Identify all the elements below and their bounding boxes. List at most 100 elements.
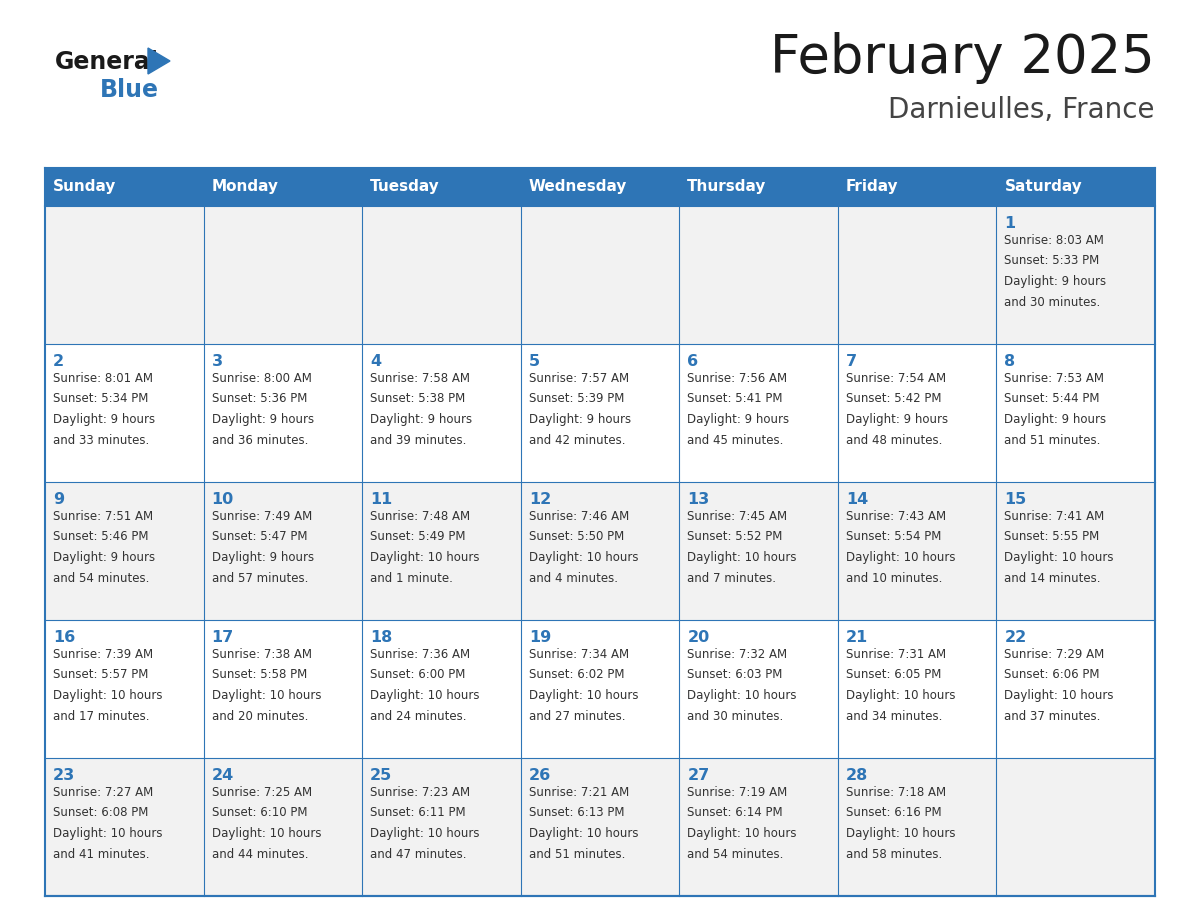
Text: and 45 minutes.: and 45 minutes. bbox=[688, 433, 784, 446]
Text: Sunset: 5:36 PM: Sunset: 5:36 PM bbox=[211, 393, 307, 406]
Text: Sunset: 6:14 PM: Sunset: 6:14 PM bbox=[688, 807, 783, 820]
Text: Sunset: 5:50 PM: Sunset: 5:50 PM bbox=[529, 531, 624, 543]
Text: Sunrise: 7:48 AM: Sunrise: 7:48 AM bbox=[371, 510, 470, 523]
Text: Blue: Blue bbox=[100, 78, 159, 102]
Text: Sunrise: 7:53 AM: Sunrise: 7:53 AM bbox=[1004, 372, 1105, 385]
Text: Sunrise: 7:32 AM: Sunrise: 7:32 AM bbox=[688, 648, 788, 661]
Text: 15: 15 bbox=[1004, 492, 1026, 507]
Text: Sunset: 5:47 PM: Sunset: 5:47 PM bbox=[211, 531, 307, 543]
Text: 13: 13 bbox=[688, 492, 709, 507]
Text: and 30 minutes.: and 30 minutes. bbox=[1004, 296, 1100, 308]
Text: Daylight: 10 hours: Daylight: 10 hours bbox=[1004, 551, 1114, 564]
Text: Sunset: 5:54 PM: Sunset: 5:54 PM bbox=[846, 531, 941, 543]
Text: Daylight: 10 hours: Daylight: 10 hours bbox=[211, 689, 321, 702]
Text: Sunset: 5:44 PM: Sunset: 5:44 PM bbox=[1004, 393, 1100, 406]
Text: Sunset: 6:05 PM: Sunset: 6:05 PM bbox=[846, 668, 941, 681]
Text: and 4 minutes.: and 4 minutes. bbox=[529, 572, 618, 585]
Text: 2: 2 bbox=[53, 354, 64, 369]
Text: Daylight: 9 hours: Daylight: 9 hours bbox=[211, 551, 314, 564]
Text: and 10 minutes.: and 10 minutes. bbox=[846, 572, 942, 585]
Text: February 2025: February 2025 bbox=[770, 32, 1155, 84]
Text: Sunrise: 8:00 AM: Sunrise: 8:00 AM bbox=[211, 372, 311, 385]
Text: 22: 22 bbox=[1004, 630, 1026, 645]
Text: Daylight: 9 hours: Daylight: 9 hours bbox=[53, 413, 156, 426]
Text: Sunset: 5:58 PM: Sunset: 5:58 PM bbox=[211, 668, 307, 681]
Text: Sunset: 6:06 PM: Sunset: 6:06 PM bbox=[1004, 668, 1100, 681]
Text: Daylight: 9 hours: Daylight: 9 hours bbox=[53, 551, 156, 564]
Text: Sunrise: 7:39 AM: Sunrise: 7:39 AM bbox=[53, 648, 153, 661]
Text: 19: 19 bbox=[529, 630, 551, 645]
Text: Sunset: 6:00 PM: Sunset: 6:00 PM bbox=[371, 668, 466, 681]
Text: and 44 minutes.: and 44 minutes. bbox=[211, 847, 308, 860]
Text: and 57 minutes.: and 57 minutes. bbox=[211, 572, 308, 585]
Text: Daylight: 10 hours: Daylight: 10 hours bbox=[846, 827, 955, 840]
Text: 25: 25 bbox=[371, 768, 392, 783]
Text: and 54 minutes.: and 54 minutes. bbox=[53, 572, 150, 585]
Bar bbox=[997, 168, 1155, 206]
Text: and 20 minutes.: and 20 minutes. bbox=[211, 710, 308, 722]
Text: and 48 minutes.: and 48 minutes. bbox=[846, 433, 942, 446]
Text: Sunset: 5:55 PM: Sunset: 5:55 PM bbox=[1004, 531, 1100, 543]
Text: Sunrise: 8:03 AM: Sunrise: 8:03 AM bbox=[1004, 234, 1105, 247]
Text: Sunrise: 7:38 AM: Sunrise: 7:38 AM bbox=[211, 648, 311, 661]
Text: and 42 minutes.: and 42 minutes. bbox=[529, 433, 625, 446]
Text: Sunset: 5:38 PM: Sunset: 5:38 PM bbox=[371, 393, 466, 406]
Text: Daylight: 9 hours: Daylight: 9 hours bbox=[371, 413, 473, 426]
Text: Sunset: 5:39 PM: Sunset: 5:39 PM bbox=[529, 393, 624, 406]
Text: 23: 23 bbox=[53, 768, 75, 783]
Text: Sunrise: 8:01 AM: Sunrise: 8:01 AM bbox=[53, 372, 153, 385]
Text: Sunset: 5:42 PM: Sunset: 5:42 PM bbox=[846, 393, 941, 406]
Text: 1: 1 bbox=[1004, 216, 1016, 231]
Text: Darnieulles, France: Darnieulles, France bbox=[889, 96, 1155, 124]
Text: Sunset: 5:33 PM: Sunset: 5:33 PM bbox=[1004, 254, 1100, 267]
Text: Sunset: 6:08 PM: Sunset: 6:08 PM bbox=[53, 807, 148, 820]
Text: Sunset: 5:46 PM: Sunset: 5:46 PM bbox=[53, 531, 148, 543]
Text: Daylight: 10 hours: Daylight: 10 hours bbox=[53, 689, 163, 702]
Text: Sunrise: 7:18 AM: Sunrise: 7:18 AM bbox=[846, 786, 946, 799]
Text: Sunrise: 7:46 AM: Sunrise: 7:46 AM bbox=[529, 510, 628, 523]
Text: 21: 21 bbox=[846, 630, 868, 645]
Text: and 34 minutes.: and 34 minutes. bbox=[846, 710, 942, 722]
Text: Wednesday: Wednesday bbox=[529, 180, 627, 195]
Text: Sunrise: 7:34 AM: Sunrise: 7:34 AM bbox=[529, 648, 628, 661]
Text: Sunrise: 7:58 AM: Sunrise: 7:58 AM bbox=[371, 372, 470, 385]
Bar bbox=[45, 620, 1155, 758]
Text: 20: 20 bbox=[688, 630, 709, 645]
Text: 26: 26 bbox=[529, 768, 551, 783]
Text: and 30 minutes.: and 30 minutes. bbox=[688, 710, 784, 722]
Text: 14: 14 bbox=[846, 492, 868, 507]
Text: Daylight: 9 hours: Daylight: 9 hours bbox=[529, 413, 631, 426]
Text: Sunset: 6:03 PM: Sunset: 6:03 PM bbox=[688, 668, 783, 681]
Text: 24: 24 bbox=[211, 768, 234, 783]
Text: Sunrise: 7:51 AM: Sunrise: 7:51 AM bbox=[53, 510, 153, 523]
Text: Sunrise: 7:31 AM: Sunrise: 7:31 AM bbox=[846, 648, 946, 661]
Text: Daylight: 10 hours: Daylight: 10 hours bbox=[529, 551, 638, 564]
Text: Sunrise: 7:29 AM: Sunrise: 7:29 AM bbox=[1004, 648, 1105, 661]
Text: Sunset: 6:11 PM: Sunset: 6:11 PM bbox=[371, 807, 466, 820]
Text: Daylight: 10 hours: Daylight: 10 hours bbox=[529, 689, 638, 702]
Text: Daylight: 9 hours: Daylight: 9 hours bbox=[211, 413, 314, 426]
Bar bbox=[45, 758, 1155, 896]
Text: Daylight: 9 hours: Daylight: 9 hours bbox=[688, 413, 789, 426]
Text: and 36 minutes.: and 36 minutes. bbox=[211, 433, 308, 446]
Text: 3: 3 bbox=[211, 354, 222, 369]
Bar bbox=[45, 482, 1155, 620]
Text: and 51 minutes.: and 51 minutes. bbox=[1004, 433, 1101, 446]
Bar bbox=[45, 168, 203, 206]
Bar bbox=[45, 206, 1155, 344]
Text: Sunset: 5:52 PM: Sunset: 5:52 PM bbox=[688, 531, 783, 543]
Text: and 37 minutes.: and 37 minutes. bbox=[1004, 710, 1101, 722]
Text: Sunrise: 7:54 AM: Sunrise: 7:54 AM bbox=[846, 372, 946, 385]
Text: Daylight: 10 hours: Daylight: 10 hours bbox=[371, 551, 480, 564]
Text: Daylight: 10 hours: Daylight: 10 hours bbox=[211, 827, 321, 840]
Text: Daylight: 9 hours: Daylight: 9 hours bbox=[846, 413, 948, 426]
Text: 17: 17 bbox=[211, 630, 234, 645]
Text: Saturday: Saturday bbox=[1004, 180, 1082, 195]
Text: Sunrise: 7:45 AM: Sunrise: 7:45 AM bbox=[688, 510, 788, 523]
Text: Sunrise: 7:21 AM: Sunrise: 7:21 AM bbox=[529, 786, 628, 799]
Text: Thursday: Thursday bbox=[688, 180, 766, 195]
Text: Tuesday: Tuesday bbox=[371, 180, 440, 195]
Text: Daylight: 10 hours: Daylight: 10 hours bbox=[688, 827, 797, 840]
Text: Sunset: 6:13 PM: Sunset: 6:13 PM bbox=[529, 807, 624, 820]
Text: 9: 9 bbox=[53, 492, 64, 507]
